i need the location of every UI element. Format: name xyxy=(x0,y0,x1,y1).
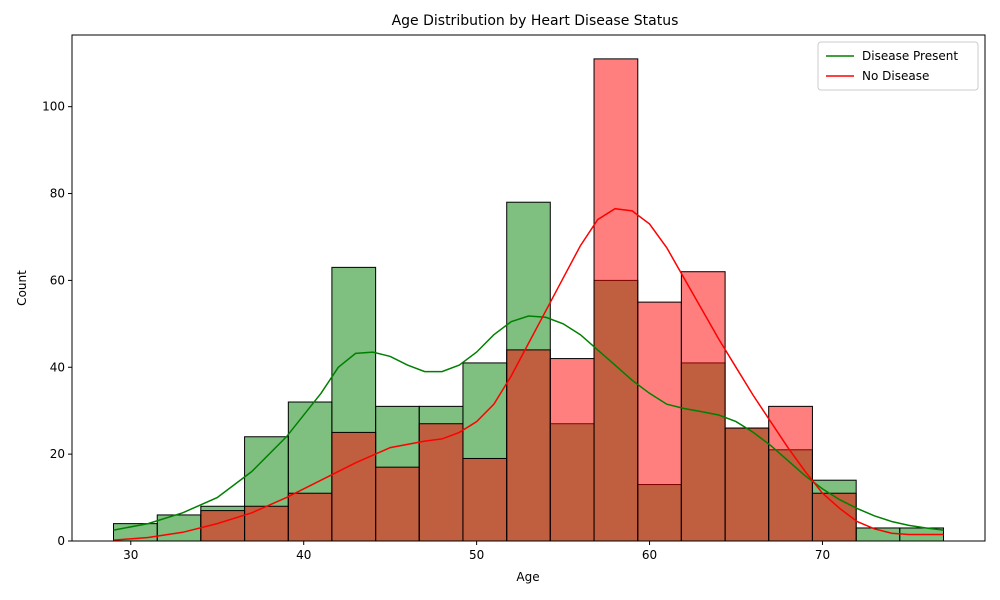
histogram-bar xyxy=(462,457,508,542)
y-tick-label: 40 xyxy=(50,360,65,374)
histogram-bar xyxy=(768,405,813,542)
histogram-bar xyxy=(680,271,726,542)
histogram-bar xyxy=(637,301,682,542)
histogram-bar xyxy=(549,358,595,542)
chart-title: Age Distribution by Heart Disease Status xyxy=(392,13,679,29)
x-tick-label: 60 xyxy=(642,548,657,562)
histogram-bar xyxy=(811,492,857,542)
legend-label: No Disease xyxy=(862,69,929,83)
histogram-bar xyxy=(331,431,377,542)
axes-frame xyxy=(71,34,986,542)
x-tick-label: 30 xyxy=(123,548,138,562)
histogram-bar xyxy=(506,349,551,542)
histogram-bar xyxy=(287,492,333,542)
legend-label: Disease Present xyxy=(862,49,958,63)
y-tick-label: 0 xyxy=(57,534,65,548)
legend: Disease Present No Disease xyxy=(817,41,979,91)
histogram-bar xyxy=(593,58,639,542)
x-tick-label: 70 xyxy=(815,548,830,562)
histogram-bar xyxy=(156,514,202,542)
y-axis-label: Count xyxy=(15,270,29,306)
histogram-bar xyxy=(724,427,770,542)
histogram-bar xyxy=(418,423,464,542)
plot-area: 30 40 50 60 70 0 20 40 60 80 100 xyxy=(42,34,986,562)
y-tick-label: 80 xyxy=(50,187,65,201)
x-tick-label: 40 xyxy=(296,548,311,562)
x-tick-label: 50 xyxy=(469,548,484,562)
kde-line-no-disease xyxy=(113,207,944,541)
y-tick-label: 20 xyxy=(50,447,65,461)
y-tick-label: 100 xyxy=(42,100,65,114)
histogram-bar xyxy=(244,505,289,542)
kde-line-disease-present xyxy=(113,315,944,531)
histogram-bar xyxy=(375,466,420,542)
legend-box xyxy=(817,41,979,91)
y-tick-label: 60 xyxy=(50,273,65,287)
series-no-disease-bars xyxy=(200,58,857,542)
x-axis-label: Age xyxy=(516,570,539,584)
